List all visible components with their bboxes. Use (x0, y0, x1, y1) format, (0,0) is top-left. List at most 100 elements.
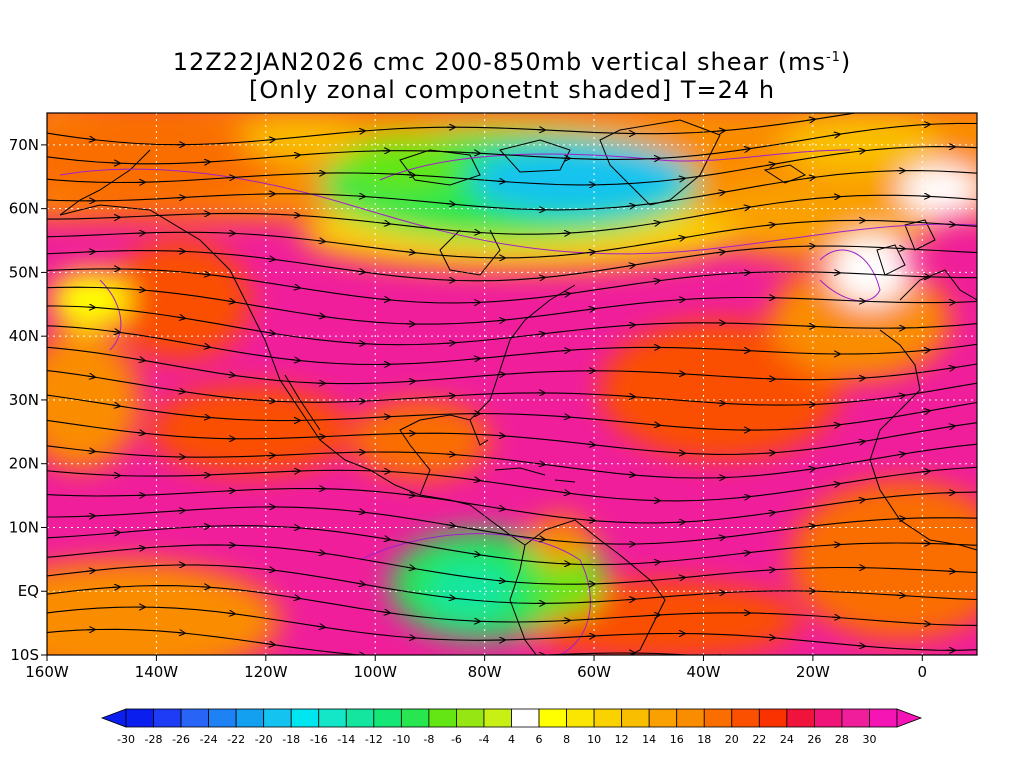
colorbar-label: 12 (615, 733, 629, 746)
streamline-arrow (406, 567, 413, 568)
colorbar-label: -24 (200, 733, 218, 746)
streamline-arrow (381, 223, 388, 224)
streamline-arrow (356, 511, 363, 512)
streamline (47, 219, 977, 259)
streamline (47, 525, 977, 566)
streamline-arrow (316, 316, 323, 317)
streamline-arrow (446, 597, 453, 598)
streamline-arrow (356, 271, 363, 272)
colorbar-swatch (841, 708, 870, 728)
streamline-arrow (896, 454, 903, 455)
lon-tick-label: 160W (25, 663, 69, 681)
streamline (47, 564, 977, 604)
colorbar-swatch (400, 708, 430, 728)
streamline-arrow (946, 368, 953, 369)
streamline (47, 369, 977, 406)
streamline (47, 268, 977, 304)
colorbar-swatch (290, 708, 320, 728)
streamline (47, 544, 977, 585)
streamline (47, 305, 977, 346)
colorbar-swatch (373, 708, 402, 728)
colorbar-label: 8 (563, 733, 570, 746)
streamline-arrow (626, 206, 633, 207)
streamline-arrow (291, 360, 298, 361)
colorbar-under-triangle (100, 708, 127, 728)
streamline-arrow (446, 525, 453, 526)
colorbar-label: -26 (172, 733, 190, 746)
colorbar-swatch (263, 708, 292, 728)
colorbar-swatch (125, 708, 154, 728)
streamline-arrow (536, 334, 543, 335)
streamline-arrow (856, 500, 863, 501)
streamline (47, 325, 977, 366)
streamline-arrow (496, 580, 503, 581)
colorbar-swatch (621, 708, 650, 728)
colorbar-label: 10 (587, 733, 601, 746)
streamline-arrow (201, 346, 208, 347)
lon-tick-label: 40W (687, 663, 721, 681)
streamline-arrow (651, 425, 658, 426)
colorbar-label: -20 (255, 733, 273, 746)
streamline-arrow (266, 259, 273, 260)
lat-tick-label: 70N (9, 136, 39, 154)
colorbar-swatch (758, 708, 788, 728)
colorbar-swatch (235, 708, 265, 728)
streamline-arrow (831, 134, 838, 135)
streamline (47, 286, 977, 325)
colorbar-swatch (813, 708, 843, 728)
lat-tick-label: 10N (9, 518, 39, 536)
streamline (47, 194, 977, 235)
colorbar-swatch (538, 708, 567, 728)
colorbar-label: -14 (337, 733, 355, 746)
streamline-arrow (716, 538, 723, 539)
streamline-arrow (536, 278, 543, 279)
streamline-arrow (536, 463, 543, 464)
streamline-arrow (766, 164, 773, 165)
colorbar-swatch (153, 708, 182, 728)
streamline (47, 506, 977, 545)
streamline-arrow (741, 497, 748, 498)
colorbar-over-triangle (896, 708, 923, 728)
streamline-arrow (316, 552, 323, 553)
streamline-arrow (291, 287, 298, 288)
streamline-arrow (536, 539, 543, 540)
streamline-arrow (831, 425, 838, 426)
colorbar-label: -16 (310, 733, 328, 746)
streamline-arrow (716, 192, 723, 193)
streamline-arrow (561, 294, 568, 295)
streamline (47, 170, 977, 211)
colorbar-label: 24 (780, 733, 794, 746)
streamline-arrow (226, 613, 233, 614)
streamline-arrow (266, 569, 273, 570)
streamline-arrow (897, 106, 903, 107)
streamline-arrow (946, 426, 953, 427)
streamline-arrow (676, 578, 683, 579)
colorbar-label: -12 (365, 733, 383, 746)
title-text: 12Z22JAN2026 cmc 200-850mb vertical shea… (172, 48, 826, 76)
streamline-arrow (381, 612, 388, 613)
colorbar-label: 18 (697, 733, 711, 746)
colorbar-label: 14 (642, 733, 656, 746)
streamline-arrow (586, 252, 593, 253)
streamline-arrow (676, 179, 683, 180)
streamline-arrow (741, 149, 748, 150)
streamline-arrow (291, 597, 298, 598)
colorbar-swatch (731, 708, 760, 728)
streamline-arrow (766, 513, 773, 514)
streamline-arrow (381, 299, 388, 300)
colorbar-label: 16 (670, 733, 684, 746)
streamline-arrow (921, 411, 928, 412)
colorbar-label: 20 (725, 733, 739, 746)
streamline-arrow (471, 359, 478, 360)
colorbar-swatch (566, 708, 595, 728)
title-end: ) (840, 48, 852, 76)
streamline (47, 346, 977, 385)
streamline-arrow (586, 309, 593, 310)
colorbar-swatch (428, 708, 457, 728)
streamline-arrow (226, 301, 233, 302)
streamline-arrow (561, 492, 568, 493)
streamline-arrow (856, 442, 863, 443)
colorbar-swatch (483, 708, 512, 728)
streamline-arrow (806, 178, 813, 179)
streamline-arrow (806, 119, 813, 120)
